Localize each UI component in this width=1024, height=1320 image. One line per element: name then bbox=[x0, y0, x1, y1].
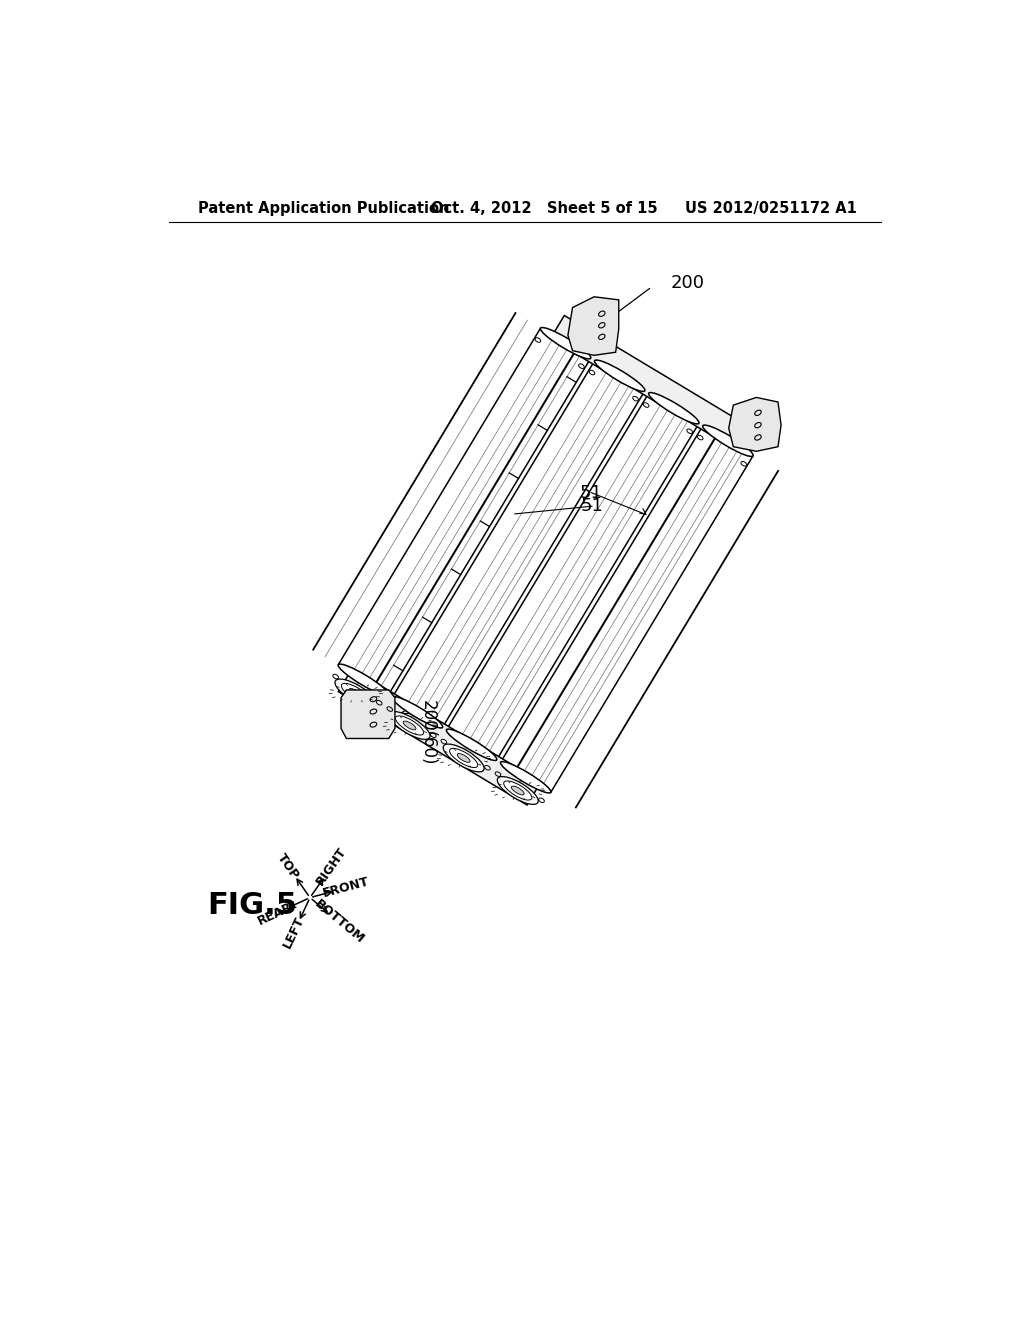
Text: 51: 51 bbox=[580, 483, 603, 502]
Ellipse shape bbox=[648, 392, 699, 424]
Ellipse shape bbox=[392, 697, 442, 727]
Text: REAR: REAR bbox=[256, 900, 296, 928]
Ellipse shape bbox=[498, 776, 539, 804]
Polygon shape bbox=[341, 690, 395, 738]
Polygon shape bbox=[729, 397, 781, 451]
Ellipse shape bbox=[504, 781, 531, 800]
Ellipse shape bbox=[338, 664, 388, 696]
Text: FIG.5: FIG.5 bbox=[208, 891, 298, 920]
Text: RIGHT: RIGHT bbox=[313, 845, 349, 888]
Ellipse shape bbox=[446, 729, 497, 760]
Polygon shape bbox=[568, 297, 618, 355]
Text: Patent Application Publication: Patent Application Publication bbox=[199, 201, 450, 216]
Polygon shape bbox=[338, 668, 541, 805]
Ellipse shape bbox=[511, 787, 524, 795]
Ellipse shape bbox=[403, 721, 416, 730]
Text: 200(60): 200(60) bbox=[418, 700, 436, 766]
Ellipse shape bbox=[395, 715, 424, 735]
Polygon shape bbox=[551, 315, 753, 451]
Ellipse shape bbox=[389, 711, 430, 739]
Text: TOP: TOP bbox=[274, 851, 302, 882]
Ellipse shape bbox=[443, 744, 484, 772]
Text: 51: 51 bbox=[581, 498, 603, 515]
Text: Oct. 4, 2012   Sheet 5 of 15: Oct. 4, 2012 Sheet 5 of 15 bbox=[431, 201, 657, 216]
Ellipse shape bbox=[450, 748, 478, 767]
Ellipse shape bbox=[595, 360, 645, 392]
Ellipse shape bbox=[349, 689, 361, 697]
Ellipse shape bbox=[702, 425, 754, 457]
Ellipse shape bbox=[335, 678, 376, 706]
Ellipse shape bbox=[541, 327, 591, 359]
Text: US 2012/0251172 A1: US 2012/0251172 A1 bbox=[685, 201, 857, 216]
Text: LEFT: LEFT bbox=[281, 913, 307, 950]
Text: BOTTOM: BOTTOM bbox=[311, 898, 367, 946]
Text: 200: 200 bbox=[671, 275, 706, 292]
Ellipse shape bbox=[458, 754, 470, 763]
Ellipse shape bbox=[341, 684, 370, 702]
Text: FRONT: FRONT bbox=[322, 875, 371, 900]
Ellipse shape bbox=[501, 762, 551, 793]
